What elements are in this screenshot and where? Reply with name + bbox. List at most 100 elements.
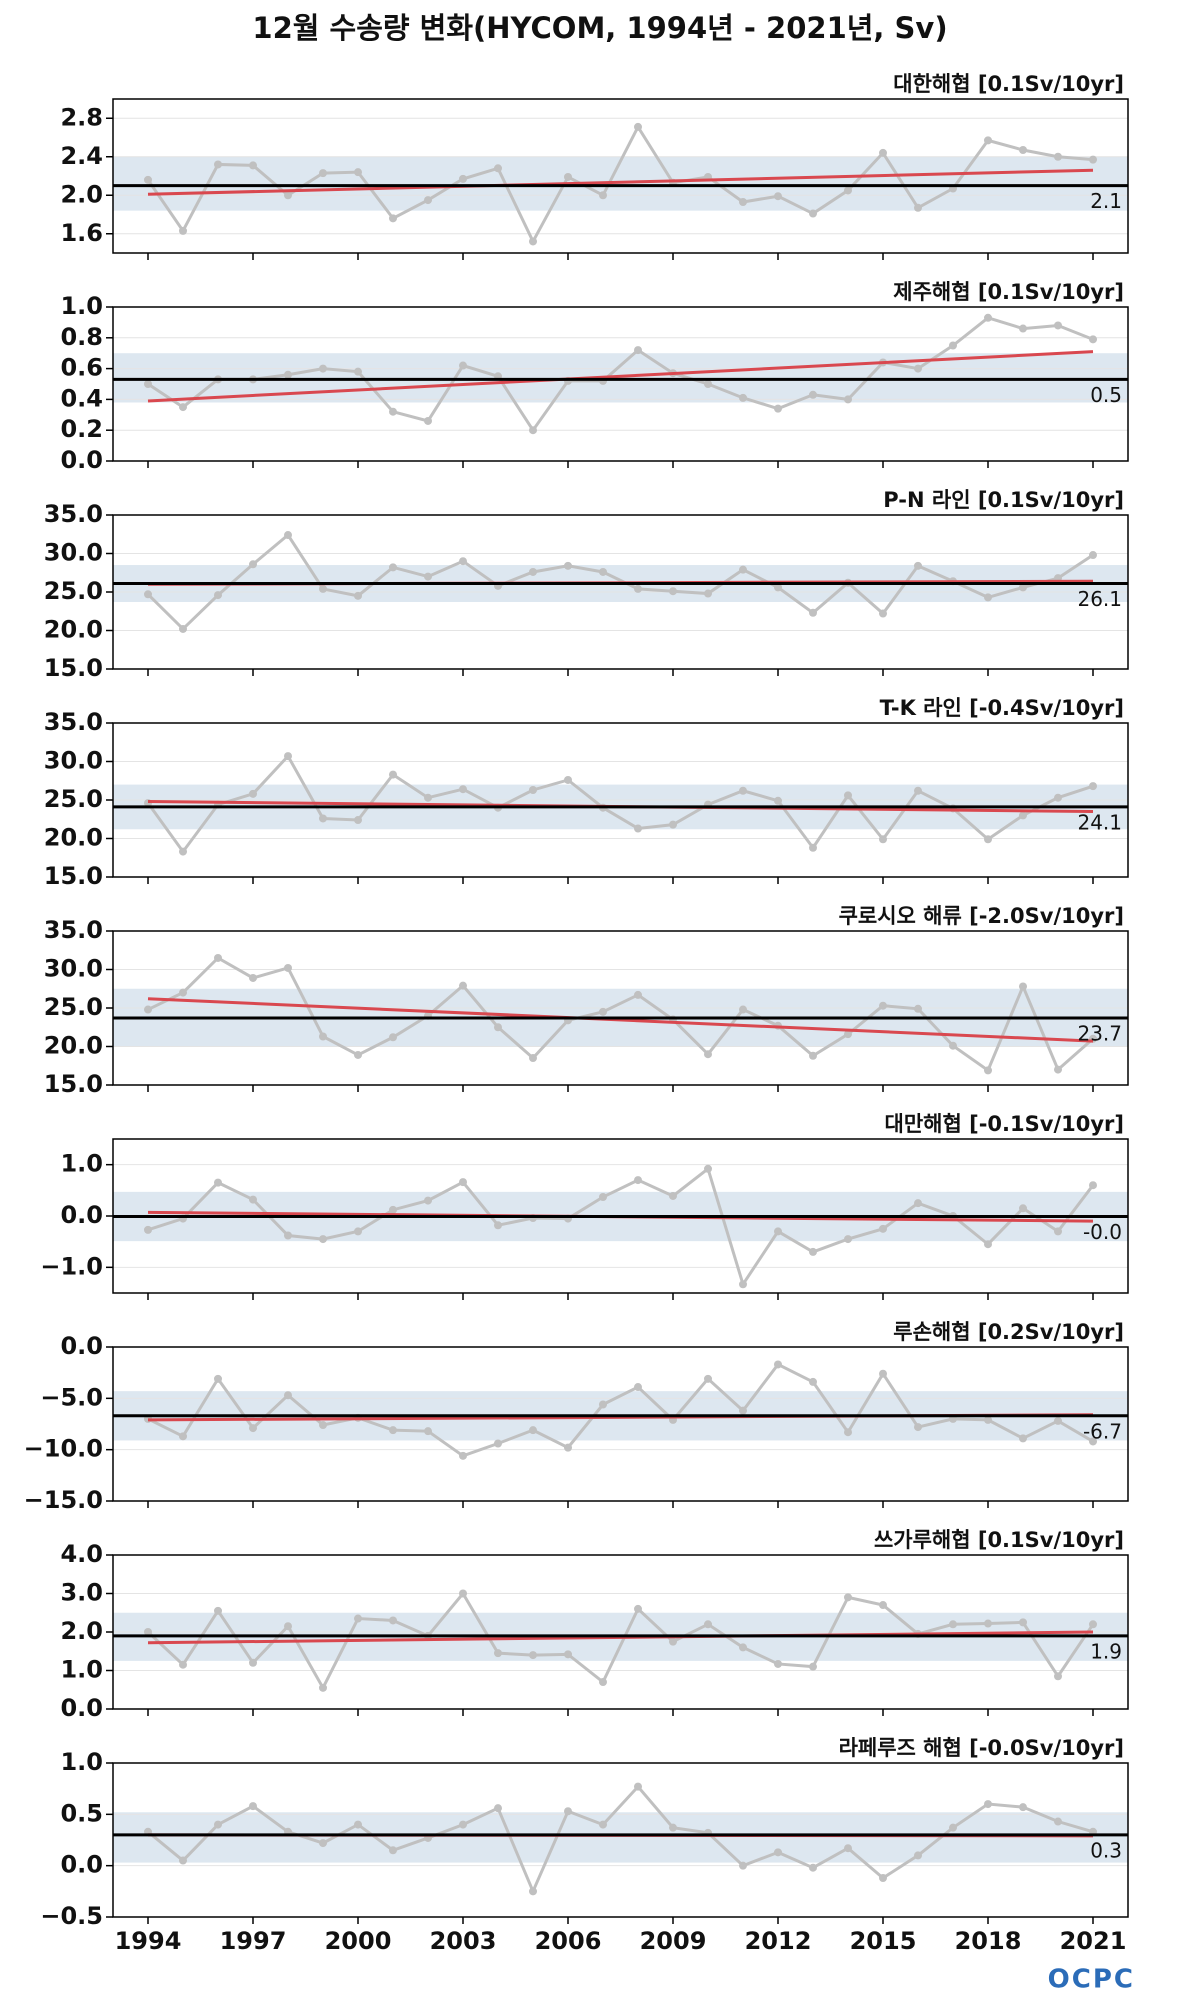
mean-label: 23.7: [1077, 1022, 1122, 1046]
y-tick-label: 35.0: [44, 916, 103, 944]
data-point: [249, 1802, 257, 1811]
data-line: [147, 316, 1094, 433]
y-tick-label: 30.0: [44, 955, 103, 983]
plot-frame: [112, 98, 1129, 254]
plot-frame: [112, 306, 1129, 462]
data-point: [809, 608, 817, 617]
data-point: [179, 624, 187, 633]
data-point: [214, 1606, 222, 1615]
data-point: [459, 1451, 467, 1460]
data-point: [529, 1887, 537, 1896]
data-point: [494, 164, 502, 173]
data-point: [249, 560, 257, 569]
data-point: [1089, 1181, 1097, 1190]
y-tick-label: 2.0: [60, 1617, 103, 1645]
data-point: [774, 583, 782, 592]
data-point: [984, 1800, 992, 1809]
data-point: [1089, 1437, 1097, 1446]
data-line: [146, 753, 1094, 855]
std-band: [113, 1812, 1128, 1863]
plot-frame: [112, 1138, 1129, 1294]
data-point: [949, 1041, 957, 1050]
data-point: [354, 591, 362, 600]
y-tick-label: 0.5: [60, 1799, 103, 1827]
data-point: [704, 1050, 712, 1059]
data-point: [809, 1863, 817, 1872]
data-point: [389, 214, 397, 223]
data-point: [179, 226, 187, 235]
y-tick-label: 25.0: [44, 785, 103, 813]
data-point: [704, 380, 712, 388]
mean-label: 1.9: [1090, 1639, 1122, 1663]
data-point: [284, 1622, 292, 1631]
y-tick-label: 0.0: [60, 446, 103, 474]
data-point: [1089, 335, 1097, 344]
data-point: [1054, 793, 1062, 802]
data-point: [424, 793, 432, 802]
data-point: [494, 1023, 502, 1032]
data-point: [179, 1660, 187, 1669]
data-point: [1054, 1416, 1062, 1425]
data-point: [284, 752, 292, 761]
trend-line: [147, 997, 1094, 1043]
data-point: [319, 814, 327, 823]
data-point: [984, 835, 992, 844]
data-point: [354, 816, 362, 825]
data-point: [809, 1377, 817, 1386]
data-point: [914, 1004, 922, 1013]
data-point: [214, 1374, 222, 1383]
data-point: [844, 791, 852, 800]
data-point: [739, 1005, 747, 1014]
data-point: [914, 1851, 922, 1860]
data-point: [1054, 1065, 1062, 1074]
data-point: [809, 1247, 817, 1256]
x-tick-label: 2021: [1060, 1927, 1127, 1955]
mean-label: 2.1: [1090, 189, 1122, 213]
data-point: [879, 1001, 887, 1010]
data-point: [179, 1856, 187, 1865]
data-point: [214, 1178, 222, 1187]
y-tick-label: 0.0: [60, 1201, 103, 1229]
data-point: [249, 1658, 257, 1667]
data-point: [1019, 146, 1027, 155]
data-point: [144, 1005, 152, 1014]
data-point: [459, 174, 467, 183]
data-point: [424, 1196, 432, 1205]
data-point: [669, 1191, 677, 1200]
data-point: [914, 364, 922, 373]
y-tick-label: 15.0: [44, 654, 103, 682]
data-point: [844, 1235, 852, 1244]
data-point: [739, 1406, 747, 1415]
data-point: [1019, 583, 1027, 592]
data-point: [529, 1426, 537, 1435]
data-point: [144, 175, 152, 184]
data-point: [354, 1820, 362, 1829]
data-point: [949, 1620, 957, 1629]
data-point: [984, 1415, 992, 1424]
data-point: [669, 1637, 677, 1646]
panel-title: 쿠로시오 해류 [-2.0Sv/10yr]: [839, 904, 1124, 928]
y-tick-label: 0.2: [60, 415, 103, 443]
data-point: [669, 820, 677, 829]
data-point: [1054, 1817, 1062, 1826]
data-point: [1054, 1672, 1062, 1681]
data-point: [599, 1193, 607, 1202]
data-point: [774, 1659, 782, 1668]
data-point: [634, 1604, 642, 1613]
plot-frame: [112, 930, 1129, 1086]
data-point: [879, 1601, 887, 1610]
data-point: [599, 1678, 607, 1687]
data-line: [147, 1166, 1095, 1288]
data-point: [564, 1443, 572, 1452]
data-point: [389, 407, 397, 416]
data-point: [529, 426, 537, 435]
data-point: [354, 168, 362, 177]
plot-frame: [112, 514, 1129, 670]
data-point: [809, 390, 817, 399]
data-point: [774, 1227, 782, 1236]
data-point: [774, 1360, 782, 1369]
data-point: [914, 561, 922, 570]
y-tick-label: 4.0: [60, 1540, 103, 1568]
data-point: [249, 789, 257, 798]
